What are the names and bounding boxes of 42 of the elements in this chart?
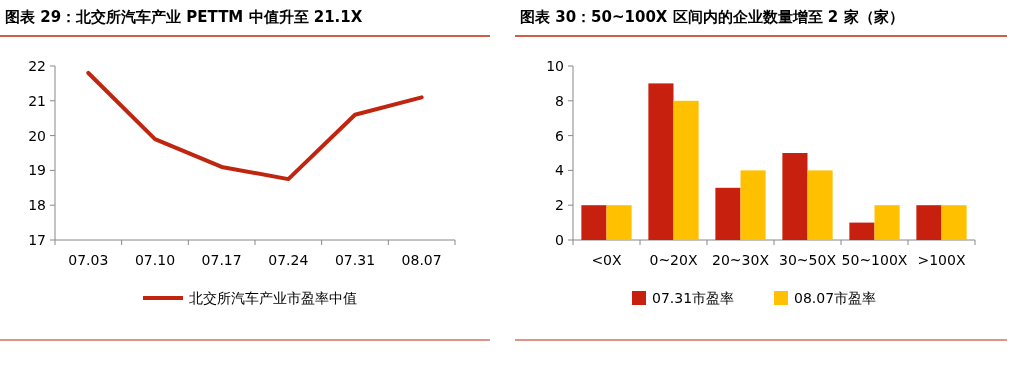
x-tick-label: 30~50X	[779, 252, 837, 268]
legend-label: 北交所汽车产业市盈率中值	[189, 290, 357, 306]
bar	[740, 170, 766, 240]
x-tick-label: 07.03	[68, 252, 109, 268]
bar	[941, 205, 967, 240]
bar	[849, 222, 875, 240]
x-tick-label: 08.07	[401, 252, 442, 268]
y-tick-label: 18	[28, 197, 46, 214]
y-tick-label: 20	[28, 127, 46, 144]
y-tick-label: 10	[546, 58, 564, 74]
x-tick-label: <0X	[591, 252, 623, 268]
x-tick-label: 0~20X	[649, 252, 698, 268]
x-tick-label: 07.10	[134, 252, 176, 268]
chart-title: 图表 30：50~100X 区间内的企业数量增至 2 家（家）	[520, 8, 904, 26]
bar	[581, 205, 607, 240]
x-tick-label: 20~30X	[712, 252, 770, 268]
bar	[782, 153, 808, 240]
x-tick-label: 07.24	[268, 252, 309, 268]
bar	[807, 170, 833, 240]
y-tick-label: 6	[555, 127, 565, 144]
y-tick-label: 0	[555, 232, 564, 248]
bar	[648, 83, 674, 240]
bar	[606, 205, 632, 240]
x-tick-label: 07.17	[201, 252, 242, 268]
bar	[715, 187, 741, 240]
chart-title: 图表 29：北交所汽车产业 PETTM 中值升至 21.1X	[5, 8, 363, 26]
bar	[916, 205, 942, 240]
y-tick-label: 17	[28, 232, 46, 248]
x-tick-label: 50~100X	[841, 252, 908, 268]
x-tick-label: >100X	[917, 252, 966, 268]
line-series	[86, 70, 424, 182]
bar	[874, 205, 900, 240]
y-tick-label: 21	[28, 92, 46, 109]
x-tick-label: 07.31	[334, 252, 376, 268]
legend-label: 07.31市盈率	[652, 290, 735, 306]
y-tick-label: 8	[555, 92, 564, 109]
y-tick-label: 2	[555, 197, 564, 214]
y-tick-label: 19	[28, 162, 46, 179]
legend-label: 08.07市盈率	[794, 290, 877, 306]
y-tick-label: 22	[28, 58, 46, 74]
y-tick-label: 4	[555, 162, 565, 179]
bar	[673, 100, 699, 240]
